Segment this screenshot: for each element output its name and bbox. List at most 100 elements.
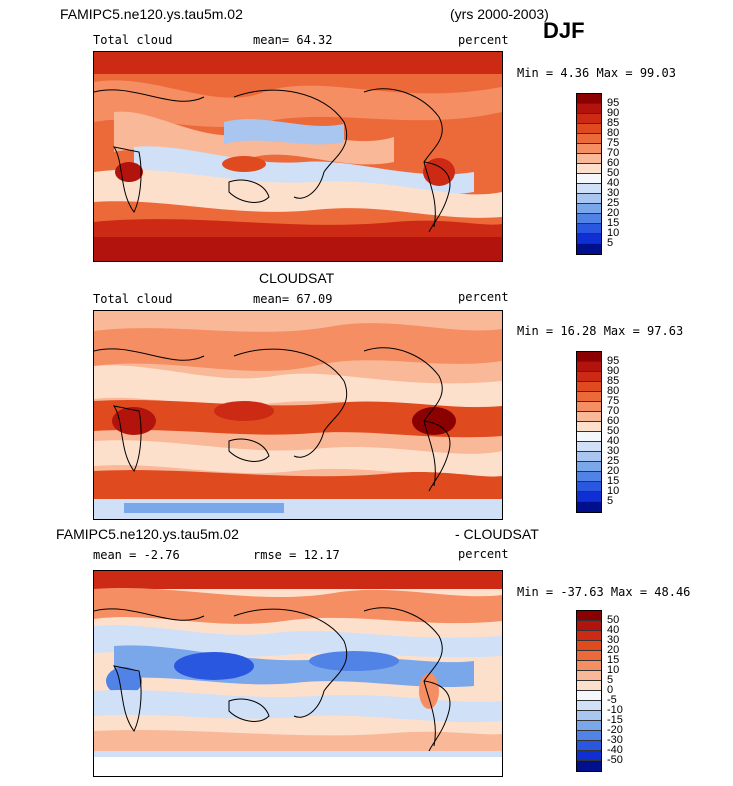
colorbar-swatch (577, 482, 601, 492)
colorbar-label: 30 (607, 187, 620, 199)
colorbar-label: 60 (607, 157, 620, 169)
colorbar-label: 40 (607, 624, 620, 636)
colorbar-label: 15 (607, 475, 620, 487)
colorbar-swatch (577, 362, 601, 372)
colorbar-label: 90 (607, 107, 620, 119)
diff-cloud-field (94, 571, 502, 776)
panel-diff-title-left: FAMIPC5.ne120.ys.tau5m.02 (56, 526, 239, 542)
colorbar-label: 20 (607, 207, 620, 219)
colorbar-swatch (577, 234, 601, 244)
colorbar-label: 85 (607, 375, 620, 387)
colorbar-swatch (577, 124, 601, 134)
colorbar-swatch (577, 174, 601, 184)
colorbar-swatch (577, 402, 601, 412)
colorbar-swatch (577, 661, 601, 671)
colorbar-label: -50 (607, 754, 623, 766)
colorbar-swatch (577, 432, 601, 442)
colorbar-swatch (577, 731, 601, 741)
colorbar-swatch (577, 641, 601, 651)
panel-obs-units: percent (458, 290, 509, 304)
model-cloud-field (94, 52, 502, 261)
colorbar-swatch (577, 412, 601, 422)
colorbar-swatch (577, 671, 601, 681)
colorbar-label: 85 (607, 117, 620, 129)
colorbar-swatch (577, 761, 601, 771)
colorbar-swatch (577, 224, 601, 234)
panel-model-colorbar-swatches (576, 93, 602, 255)
colorbar-label: 5 (607, 495, 614, 507)
colorbar-swatch (577, 382, 601, 392)
obs-cloud-field (94, 311, 502, 519)
colorbar-label: 60 (607, 415, 620, 427)
colorbar-label: 90 (607, 365, 620, 377)
colorbar-label: 80 (607, 385, 620, 397)
colorbar-swatch (577, 631, 601, 641)
colorbar-swatch (577, 681, 601, 691)
years-range: (yrs 2000-2003) (450, 6, 549, 22)
panel-model-map (93, 51, 503, 262)
panel-model-mean: mean= 64.32 (253, 33, 333, 47)
colorbar-label: 40 (607, 435, 620, 447)
colorbar-label: 0 (607, 684, 614, 696)
colorbar-swatch (577, 701, 601, 711)
panel-obs-mean: mean= 67.09 (253, 292, 333, 306)
colorbar-swatch (577, 472, 601, 482)
panel-model-stats: Min = 4.36 Max = 99.03 (517, 66, 676, 80)
colorbar-label: 30 (607, 634, 620, 646)
panel-diff-units: percent (458, 547, 509, 561)
colorbar-label: -10 (607, 704, 623, 716)
colorbar-swatch (577, 492, 601, 502)
colorbar-label: 15 (607, 217, 620, 229)
colorbar-swatch (577, 154, 601, 164)
colorbar-label: 95 (607, 97, 620, 109)
colorbar-label: 20 (607, 465, 620, 477)
colorbar-label: -5 (607, 694, 617, 706)
colorbar-label: -20 (607, 724, 623, 736)
colorbar-swatch (577, 392, 601, 402)
colorbar-swatch (577, 164, 601, 174)
colorbar-label: 95 (607, 355, 620, 367)
season-label: DJF (543, 18, 585, 43)
colorbar-swatch (577, 502, 601, 512)
colorbar-label: 80 (607, 127, 620, 139)
colorbar-swatch (577, 442, 601, 452)
colorbar-label: 30 (607, 445, 620, 457)
colorbar-swatch (577, 244, 601, 254)
panel-diff-map (93, 570, 503, 777)
colorbar-swatch (577, 352, 601, 362)
colorbar-label: 15 (607, 654, 620, 666)
panel-obs-title: CLOUDSAT (259, 270, 335, 286)
panel-model-units: percent (458, 33, 509, 47)
colorbar-swatch (577, 711, 601, 721)
colorbar-swatch (577, 751, 601, 761)
colorbar-swatch (577, 194, 601, 204)
colorbar-label: 10 (607, 485, 620, 497)
panel-diff-stats: Min = -37.63 Max = 48.46 (517, 585, 691, 599)
panel-obs-colorbar-swatches (576, 351, 602, 513)
colorbar-label: 75 (607, 137, 620, 149)
colorbar-swatch (577, 214, 601, 224)
colorbar-label: 50 (607, 614, 620, 626)
panel-diff-colorbar-swatches (576, 610, 602, 772)
colorbar-swatch (577, 462, 601, 472)
panel-diff-rmse: rmse = 12.17 (253, 548, 340, 562)
colorbar-swatch (577, 134, 601, 144)
colorbar-label: -40 (607, 744, 623, 756)
colorbar-label: 10 (607, 227, 620, 239)
colorbar-label: 70 (607, 147, 620, 159)
colorbar-label: 75 (607, 395, 620, 407)
colorbar-swatch (577, 94, 601, 104)
colorbar-label: 10 (607, 664, 620, 676)
panel-obs-stats: Min = 16.28 Max = 97.63 (517, 324, 684, 338)
colorbar-label: 50 (607, 167, 620, 179)
colorbar-swatch (577, 104, 601, 114)
colorbar-swatch (577, 422, 601, 432)
colorbar-label: 5 (607, 237, 614, 249)
panel-diff-mean: mean = -2.76 (93, 548, 180, 562)
colorbar-swatch (577, 621, 601, 631)
colorbar-label: 20 (607, 644, 620, 656)
colorbar-swatch (577, 691, 601, 701)
panel-obs-variable: Total cloud (93, 292, 173, 306)
colorbar-swatch (577, 611, 601, 621)
colorbar-label: -15 (607, 714, 623, 726)
